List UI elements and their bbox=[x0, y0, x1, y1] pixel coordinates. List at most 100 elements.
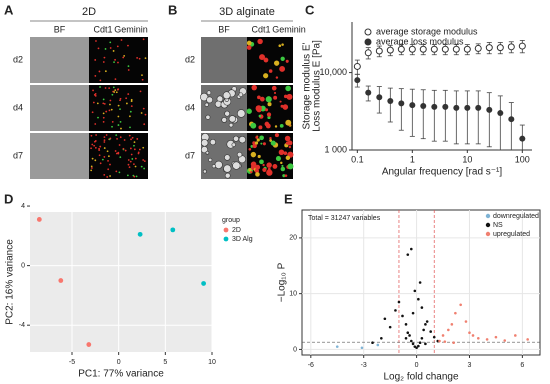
data-point bbox=[404, 323, 408, 326]
fluorescent-cell bbox=[267, 167, 271, 171]
fluorescent-cell bbox=[119, 156, 122, 159]
cell-spheroid bbox=[224, 154, 231, 161]
cell-spheroid bbox=[224, 172, 231, 179]
fluorescent-cell bbox=[133, 141, 136, 144]
data-point bbox=[376, 343, 380, 347]
fluorescent-cell bbox=[287, 140, 293, 146]
bf-image bbox=[201, 37, 247, 83]
fluorescent-cell bbox=[138, 57, 141, 60]
data-point bbox=[415, 346, 418, 350]
data-point bbox=[463, 45, 471, 53]
cell-spheroid bbox=[231, 142, 236, 147]
fluorescent-cell bbox=[136, 138, 139, 140]
fluorescent-cell bbox=[117, 115, 120, 118]
panel-letter: A bbox=[4, 2, 14, 17]
fluorescent-cell bbox=[246, 45, 252, 50]
fluorescent-cell bbox=[103, 147, 106, 149]
cell-spheroid bbox=[205, 114, 211, 120]
plot-marks bbox=[353, 40, 526, 150]
fluorescent-cell bbox=[105, 134, 108, 136]
fluorescent-cell bbox=[122, 147, 125, 150]
fluorescent-cell bbox=[102, 120, 105, 123]
fluorescent-cell bbox=[108, 87, 111, 90]
y-tick-label: 10 bbox=[289, 290, 297, 297]
row-label: d2 bbox=[13, 54, 23, 64]
fluorescent-cell bbox=[283, 151, 288, 156]
fluorescent-cell bbox=[246, 108, 252, 114]
fluorescent-cell bbox=[256, 138, 260, 142]
panel-letter: E bbox=[284, 191, 293, 206]
fluorescent-cell bbox=[109, 47, 112, 49]
fluorescent-cell bbox=[117, 61, 119, 64]
fluorescent-cell bbox=[103, 141, 106, 143]
data-point bbox=[387, 97, 394, 104]
fluorescent-cell bbox=[107, 159, 109, 162]
legend-label: average storage modulus bbox=[376, 26, 478, 36]
data-point bbox=[86, 342, 92, 347]
fluorescent-cell bbox=[273, 95, 278, 100]
fluorescent-cell bbox=[259, 96, 265, 102]
fluorescent-cell bbox=[115, 152, 118, 155]
fluorescent-cell bbox=[274, 125, 278, 128]
x-tick-label: 100 bbox=[515, 154, 530, 164]
fluorescent-cell bbox=[91, 157, 94, 160]
y-axis-label: Loss modulus E [Pa] bbox=[312, 40, 323, 132]
fluorescent-cell bbox=[109, 175, 111, 177]
x-tick-label: 0.1 bbox=[351, 154, 364, 164]
panel-letter: B bbox=[168, 2, 177, 17]
fluorescent-cell bbox=[95, 40, 97, 42]
fluorescent-cell bbox=[103, 173, 106, 176]
data-point bbox=[360, 346, 364, 350]
data-point bbox=[417, 344, 420, 348]
fluorescent-cell bbox=[268, 69, 273, 73]
fluorescent-cell bbox=[266, 169, 273, 176]
fluorescent-cell bbox=[139, 90, 142, 93]
plot-background bbox=[30, 212, 212, 352]
column-header: Cdt1 bbox=[251, 24, 270, 34]
data-point bbox=[424, 342, 427, 346]
bf-image bbox=[30, 85, 89, 131]
fluorescent-cell bbox=[92, 89, 94, 92]
data-point bbox=[411, 342, 415, 346]
fluorescent-cell bbox=[90, 169, 93, 172]
fluorescent-cell bbox=[91, 111, 94, 114]
data-point bbox=[514, 334, 517, 337]
fluorescent-cell bbox=[130, 98, 133, 101]
fluorescent-cell bbox=[111, 120, 114, 123]
cell-spheroid bbox=[204, 102, 209, 107]
fluorescent-cell bbox=[282, 174, 286, 178]
row-label: d2 bbox=[185, 54, 195, 64]
legend-label: upregulated bbox=[493, 231, 530, 238]
fluorescent-cell bbox=[102, 61, 105, 63]
fluorescent-cell bbox=[270, 140, 276, 146]
fluorescent-cell bbox=[123, 54, 126, 57]
data-point bbox=[364, 49, 372, 57]
fluorescent-cell bbox=[119, 136, 122, 139]
legend-marker bbox=[223, 236, 229, 242]
data-point bbox=[431, 103, 438, 110]
fluorescent-cell bbox=[102, 98, 105, 101]
fluorescent-cell bbox=[92, 101, 95, 104]
fluorescent-cell bbox=[115, 134, 118, 137]
fluorescent-cell bbox=[279, 66, 286, 72]
data-point bbox=[365, 89, 372, 96]
fluorescent-cell bbox=[262, 167, 267, 172]
cell-spheroid bbox=[214, 160, 223, 169]
fluorescent-cell bbox=[257, 38, 263, 45]
fluorescent-cell bbox=[128, 166, 131, 169]
fluorescent-cell bbox=[102, 112, 105, 115]
cell-spheroid bbox=[208, 157, 213, 162]
fluorescent-cell bbox=[136, 57, 139, 59]
fluorescent-cell bbox=[107, 155, 110, 158]
column-header: BF bbox=[218, 24, 230, 34]
legend-title: group bbox=[222, 217, 240, 224]
fluorescent-cell bbox=[125, 102, 128, 105]
cell-spheroid bbox=[238, 135, 246, 144]
data-point bbox=[486, 106, 493, 113]
cell-spheroid bbox=[205, 150, 210, 155]
fluorescent-cell bbox=[143, 160, 146, 163]
fluorescent-cell bbox=[142, 38, 145, 41]
data-point bbox=[353, 62, 361, 70]
fluorescent-cell bbox=[255, 164, 261, 170]
fluorescent-cell bbox=[287, 163, 294, 170]
